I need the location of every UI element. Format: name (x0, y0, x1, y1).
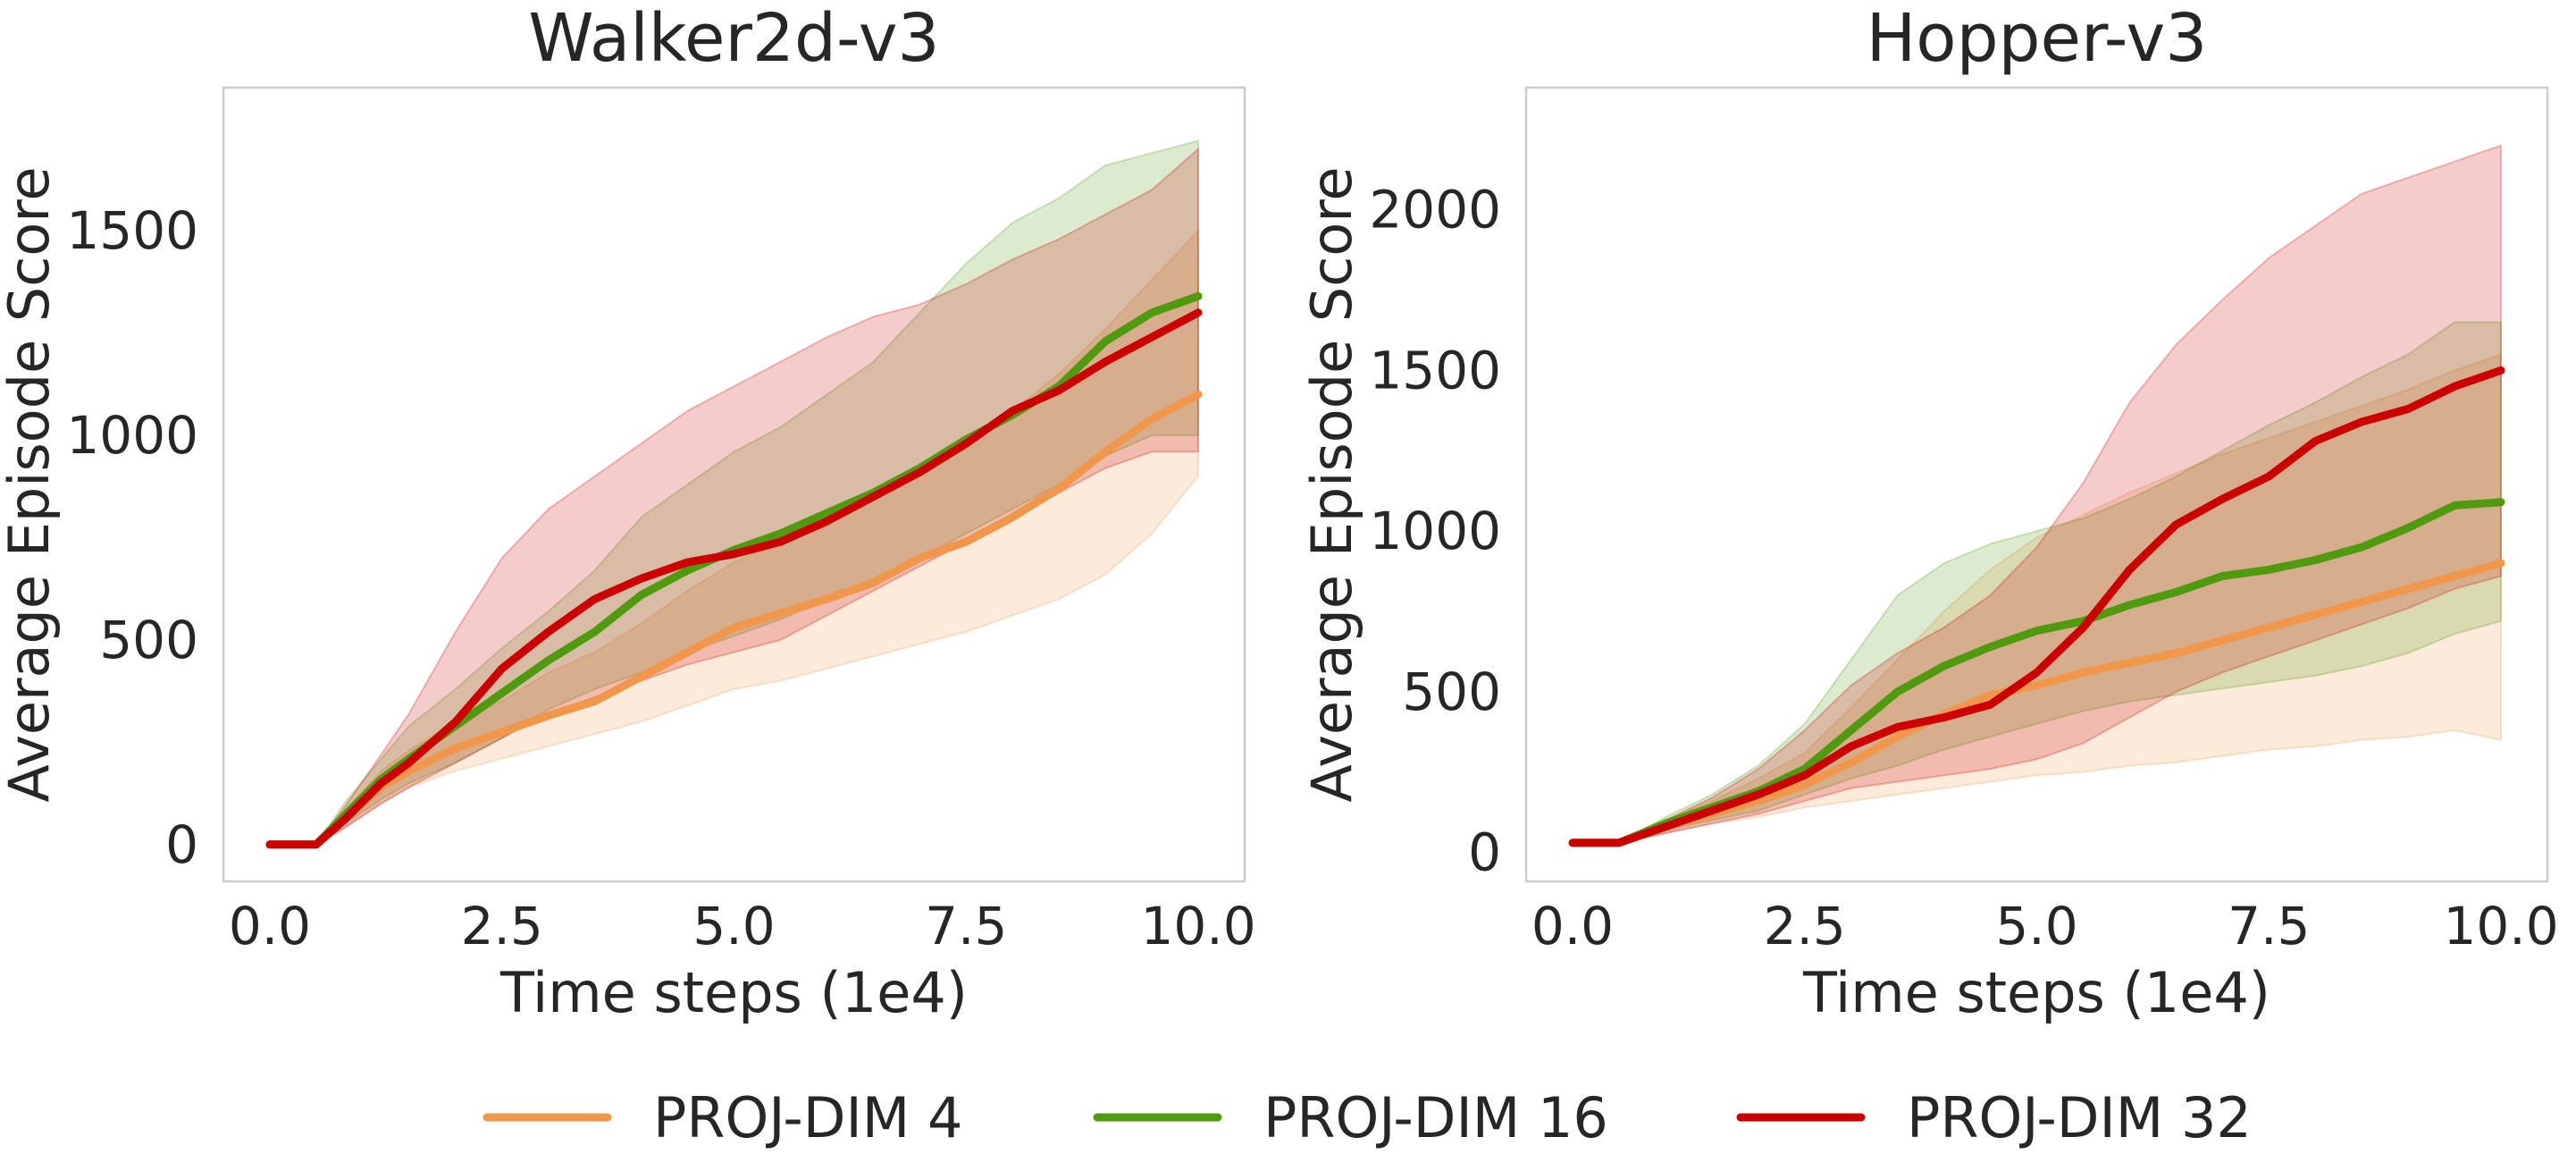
x-tick-label: 0.0 (229, 896, 311, 956)
hopper-panel: Hopper-v3 0.0 2.5 5.0 7.5 10.0 0 500 1000 1500 200… (1299, 0, 2559, 1025)
y-tick-label: 0 (1468, 822, 1501, 883)
plot-frame (1524, 86, 2549, 883)
walker2d-panel: Walker2d-v3 0.0 2.5 5.0 7.5 10.0 0 500 1000 1500 T… (0, 0, 1256, 1025)
x-tick-label: 10.0 (1140, 896, 1255, 956)
confidence-band-proj16 (1573, 321, 2502, 844)
series-line-proj32 (1568, 366, 2505, 847)
x-tick-label: 10.0 (2443, 896, 2558, 956)
chart-title: Hopper-v3 (1867, 0, 2208, 77)
y-axis-label: Average Episode Score (0, 166, 62, 802)
y-axis-label: Average Episode Score (1299, 166, 1364, 802)
x-tick-label: 5.0 (692, 896, 775, 956)
x-axis-label: Time steps (1e4) (499, 960, 968, 1025)
legend-label-proj4: PROJ-DIM 4 (653, 1085, 962, 1150)
x-axis-label: Time steps (1e4) (1802, 960, 2270, 1025)
legend-label-proj32: PROJ-DIM 32 (1907, 1085, 2252, 1150)
y-tick-label: 1000 (1369, 501, 1501, 561)
series-line-proj4 (265, 390, 1203, 849)
y-tick-label: 500 (99, 610, 198, 670)
x-tick-label: 0.0 (1531, 896, 1614, 956)
y-tick-label: 1000 (66, 405, 198, 466)
x-tick-label: 7.5 (925, 896, 1007, 956)
series-line-proj32 (265, 308, 1203, 849)
chart-title: Walker2d-v3 (528, 0, 939, 77)
y-tick-label: 1500 (1369, 340, 1501, 400)
x-tick-label: 7.5 (2228, 896, 2310, 956)
x-tick-label: 5.0 (1995, 896, 2077, 956)
x-tick-label: 2.5 (461, 896, 543, 956)
confidence-band-proj32 (1573, 144, 2502, 844)
legend: PROJ-DIM 4 PROJ-DIM 16 PROJ-DIM 32 (482, 1085, 2252, 1150)
series-line-proj4 (1568, 559, 2505, 847)
plot-frame (222, 86, 1246, 883)
y-tick-label: 0 (165, 814, 198, 875)
confidence-band-proj4 (270, 228, 1199, 846)
y-tick-label: 500 (1402, 661, 1501, 722)
x-tick-label: 2.5 (1764, 896, 1846, 956)
y-tick-label: 2000 (1369, 180, 1501, 240)
y-tick-label: 1500 (66, 200, 198, 261)
legend-label-proj16: PROJ-DIM 16 (1263, 1085, 1608, 1150)
